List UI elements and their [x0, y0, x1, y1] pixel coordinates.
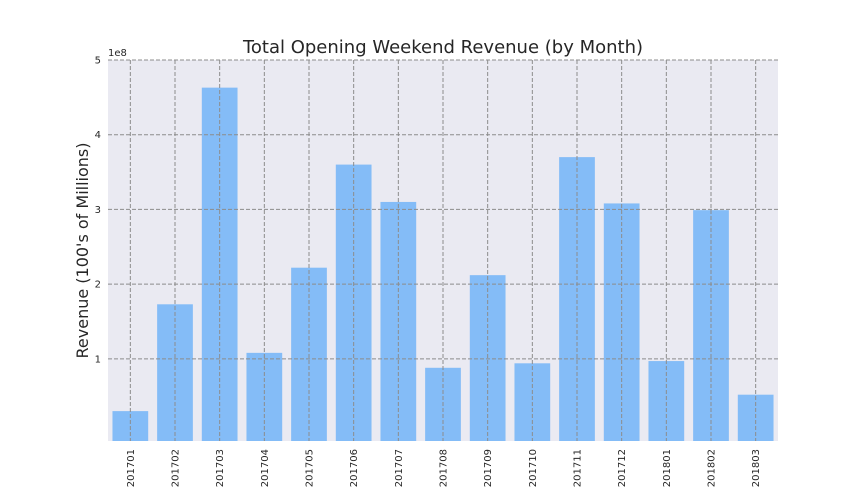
y-tick-label: 3: [95, 205, 101, 216]
y-tick-label: 4: [95, 130, 101, 141]
x-tick-label: 201712: [617, 449, 628, 487]
x-tick-label: 201710: [528, 449, 539, 487]
x-tick-label: 201703: [215, 449, 226, 487]
x-tick-label: 201803: [751, 449, 762, 487]
y-tick-label: 5: [95, 56, 101, 67]
x-tick-label: 201802: [707, 449, 718, 487]
x-tick-label: 201706: [349, 449, 360, 487]
tick-labels: 1 2 3 4 5 201701 201702 201703 201704 201705 20170…: [95, 56, 763, 488]
x-tick-label: 201704: [260, 449, 271, 487]
y-tick-label: 1: [95, 354, 101, 365]
x-tick-label: 201801: [662, 449, 673, 487]
x-tick-label: 201701: [126, 449, 137, 487]
y-tick-label: 2: [95, 280, 101, 291]
x-tick-label: 201702: [171, 449, 182, 487]
x-tick-label: 201709: [483, 449, 494, 487]
x-tick-label: 201707: [394, 449, 405, 487]
grid-lines: [108, 59, 778, 441]
x-tick-label: 201705: [305, 449, 316, 487]
y-axis-label: Revenue (100's of Millions): [73, 143, 92, 359]
chart-title: Total Opening Weekend Revenue (by Month): [242, 37, 643, 58]
x-tick-label: 201708: [439, 449, 450, 487]
x-tick-label: 201711: [573, 449, 584, 487]
y-offset-label: 1e8: [108, 48, 127, 59]
